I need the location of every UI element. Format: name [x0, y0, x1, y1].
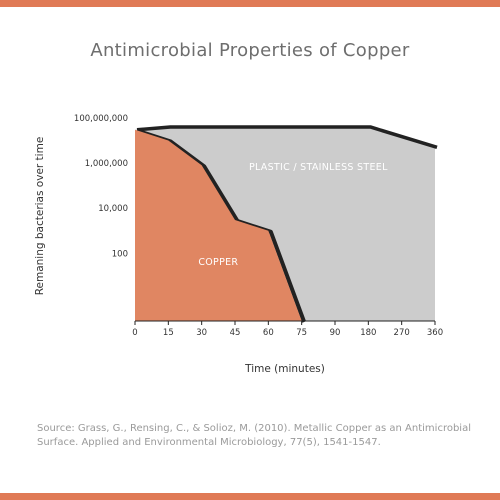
y-ticks: 100 10,000 1,000,000 100,000,000	[74, 114, 128, 259]
x-axis-label: Time (minutes)	[245, 363, 325, 375]
x-tick-label: 180	[360, 328, 376, 338]
x-tick-label: 60	[263, 328, 274, 338]
copper-area-label: COPPER	[198, 257, 238, 268]
y-tick-label: 1,000,000	[85, 159, 128, 169]
x-ticks: 0 15 30 45 60 75 90 180 270 360	[132, 321, 443, 338]
copper-area	[135, 129, 302, 321]
x-tick-label: 360	[427, 328, 443, 338]
steel-area-label: PLASTIC / STAINLESS STEEL	[249, 162, 388, 173]
top-frame-bar	[0, 0, 500, 7]
x-tick-label: 45	[230, 328, 241, 338]
x-tick-label: 90	[330, 328, 341, 338]
y-tick-label: 10,000	[98, 204, 128, 214]
x-tick-label: 30	[196, 328, 207, 338]
x-tick-label: 75	[296, 328, 307, 338]
x-tick-label: 270	[394, 328, 410, 338]
steel-edge-line	[136, 125, 438, 150]
x-tick-label: 15	[163, 328, 174, 338]
x-tick-label: 0	[132, 328, 137, 338]
y-tick-label: 100	[112, 249, 128, 259]
chart-title: Antimicrobial Properties of Copper	[90, 40, 410, 61]
bottom-frame-bar	[0, 493, 500, 500]
y-tick-label: 100,000,000	[74, 114, 128, 124]
source-citation: Source: Grass, G., Rensing, C., & Solioz…	[37, 423, 471, 448]
